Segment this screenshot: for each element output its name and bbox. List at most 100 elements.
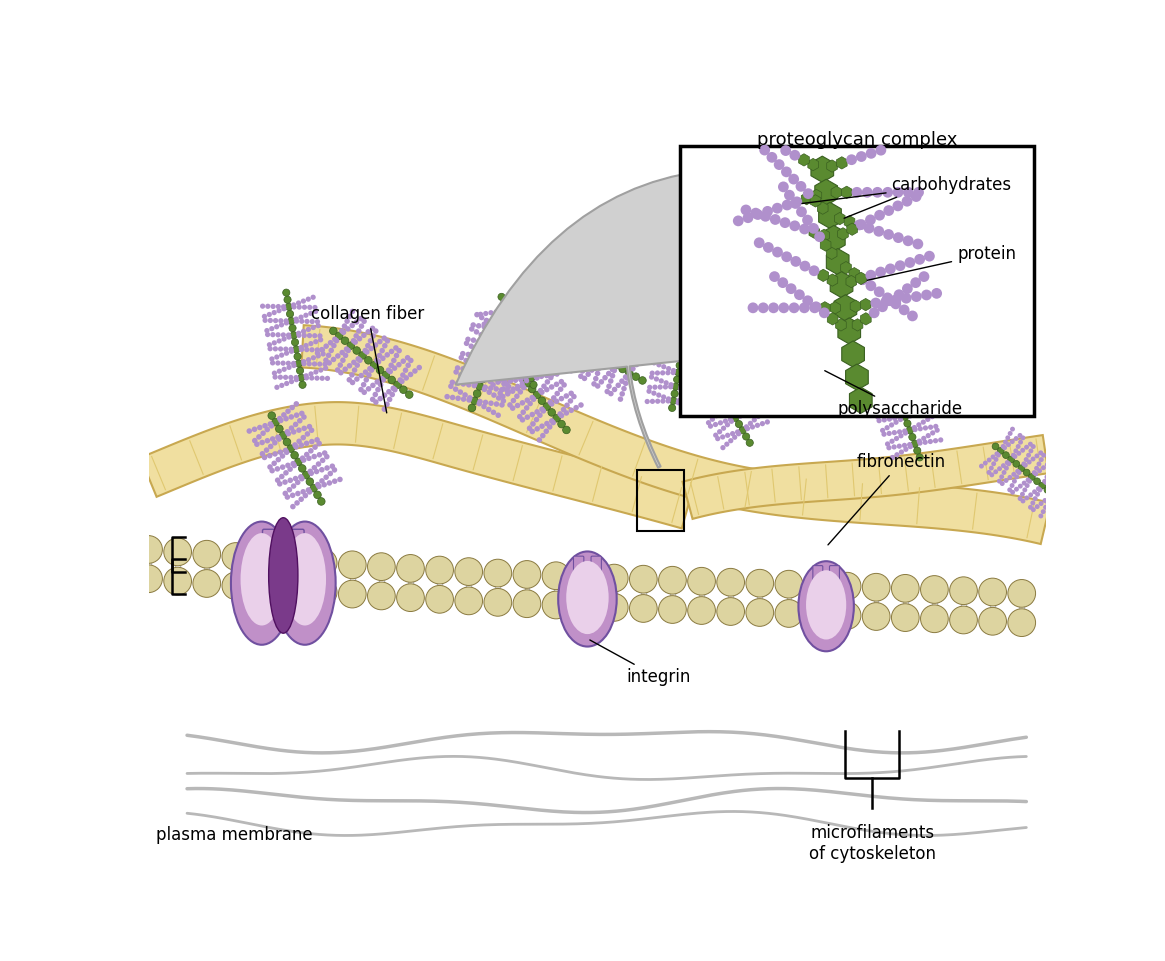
Circle shape xyxy=(297,418,303,424)
Circle shape xyxy=(882,375,888,380)
Circle shape xyxy=(476,354,482,358)
Circle shape xyxy=(791,196,803,208)
Circle shape xyxy=(781,323,785,329)
Circle shape xyxy=(1050,466,1054,471)
Circle shape xyxy=(318,367,324,373)
Circle shape xyxy=(412,368,418,374)
Circle shape xyxy=(504,340,510,346)
Circle shape xyxy=(634,361,640,367)
Circle shape xyxy=(391,357,396,363)
Circle shape xyxy=(755,359,762,367)
Circle shape xyxy=(1008,579,1036,607)
Circle shape xyxy=(304,319,310,324)
Circle shape xyxy=(405,391,414,399)
Circle shape xyxy=(1003,478,1009,483)
Circle shape xyxy=(946,374,951,379)
Circle shape xyxy=(382,407,387,412)
Circle shape xyxy=(490,316,495,321)
Circle shape xyxy=(376,366,383,374)
Circle shape xyxy=(287,487,292,492)
Circle shape xyxy=(834,382,839,388)
Polygon shape xyxy=(826,247,836,259)
Circle shape xyxy=(291,483,296,489)
Circle shape xyxy=(834,339,839,345)
Circle shape xyxy=(883,205,894,216)
Circle shape xyxy=(698,333,704,338)
Circle shape xyxy=(296,333,302,338)
Circle shape xyxy=(271,371,277,376)
Circle shape xyxy=(671,370,676,375)
Circle shape xyxy=(756,385,762,391)
Circle shape xyxy=(343,366,348,372)
Circle shape xyxy=(557,342,563,348)
Circle shape xyxy=(273,318,278,323)
Circle shape xyxy=(295,360,303,367)
Circle shape xyxy=(866,281,876,291)
Circle shape xyxy=(810,303,820,313)
Circle shape xyxy=(490,382,496,387)
Circle shape xyxy=(549,372,555,378)
Circle shape xyxy=(376,359,381,364)
Circle shape xyxy=(876,418,882,423)
Circle shape xyxy=(890,299,902,309)
Circle shape xyxy=(375,387,381,392)
Circle shape xyxy=(686,386,692,391)
Circle shape xyxy=(693,399,699,404)
Circle shape xyxy=(481,368,489,376)
Circle shape xyxy=(678,326,684,331)
Circle shape xyxy=(796,181,806,192)
Circle shape xyxy=(658,379,664,383)
Circle shape xyxy=(546,364,551,370)
Circle shape xyxy=(864,375,870,380)
Circle shape xyxy=(888,390,894,395)
Circle shape xyxy=(926,433,931,438)
Circle shape xyxy=(319,347,325,353)
Circle shape xyxy=(962,365,967,370)
Circle shape xyxy=(268,318,273,323)
Circle shape xyxy=(866,148,876,159)
Circle shape xyxy=(845,382,849,388)
Circle shape xyxy=(977,320,982,325)
Circle shape xyxy=(845,397,849,403)
Circle shape xyxy=(828,385,834,391)
Circle shape xyxy=(517,316,523,321)
Circle shape xyxy=(464,340,469,346)
Polygon shape xyxy=(853,319,863,331)
Circle shape xyxy=(605,389,610,394)
Circle shape xyxy=(511,349,517,354)
Circle shape xyxy=(608,391,614,396)
Circle shape xyxy=(524,398,530,403)
Circle shape xyxy=(281,577,308,604)
Circle shape xyxy=(838,354,845,361)
Circle shape xyxy=(824,366,828,371)
Circle shape xyxy=(291,452,298,459)
Circle shape xyxy=(492,349,496,354)
Circle shape xyxy=(864,332,870,336)
Circle shape xyxy=(772,357,778,363)
Circle shape xyxy=(260,440,264,445)
Circle shape xyxy=(488,385,494,391)
Circle shape xyxy=(277,375,283,380)
Circle shape xyxy=(495,412,501,418)
Circle shape xyxy=(875,145,887,156)
Circle shape xyxy=(564,321,570,327)
Circle shape xyxy=(579,324,585,330)
Circle shape xyxy=(796,207,807,217)
Circle shape xyxy=(746,348,750,353)
Circle shape xyxy=(517,414,523,419)
Circle shape xyxy=(578,335,582,341)
Circle shape xyxy=(741,408,746,413)
Circle shape xyxy=(684,382,690,388)
Circle shape xyxy=(769,354,775,358)
Circle shape xyxy=(689,383,694,389)
Circle shape xyxy=(268,346,273,352)
Circle shape xyxy=(947,382,952,387)
Circle shape xyxy=(500,310,504,316)
Circle shape xyxy=(1008,456,1015,463)
Circle shape xyxy=(324,475,329,480)
Circle shape xyxy=(799,303,810,313)
Circle shape xyxy=(301,359,306,364)
Circle shape xyxy=(1035,466,1039,471)
Circle shape xyxy=(464,357,468,363)
Circle shape xyxy=(1022,461,1026,466)
